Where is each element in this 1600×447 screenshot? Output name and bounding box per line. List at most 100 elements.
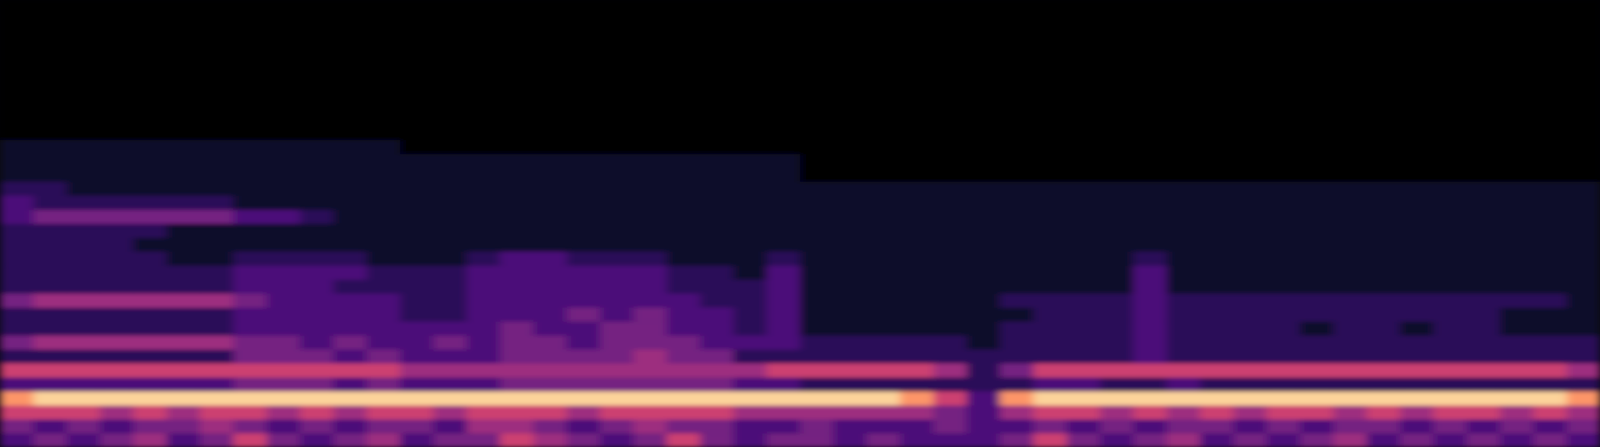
cell [100, 251, 135, 266]
cell [1266, 223, 1301, 238]
cell [0, 335, 34, 350]
cell [0, 349, 34, 364]
cell [1367, 167, 1401, 182]
cell [1167, 293, 1201, 308]
cell [800, 363, 834, 378]
cell [733, 391, 768, 406]
cell [967, 237, 1001, 252]
cell [367, 167, 401, 182]
cell [666, 181, 701, 196]
cell [300, 140, 335, 155]
cell [1300, 293, 1335, 308]
cell [1266, 419, 1301, 434]
cell [1433, 140, 1468, 155]
cell [1533, 363, 1568, 378]
cell [200, 97, 234, 112]
cell [100, 377, 135, 392]
cell [900, 335, 935, 350]
cell [266, 167, 301, 182]
cell [633, 167, 668, 182]
cell [1433, 419, 1468, 434]
cell [1167, 251, 1201, 266]
cell [1233, 111, 1268, 126]
cell [1466, 84, 1501, 99]
cell [266, 293, 301, 308]
cell [1300, 153, 1335, 168]
cell [833, 279, 868, 294]
cell [266, 111, 301, 126]
cell [0, 70, 34, 85]
cell [500, 153, 535, 168]
cell [100, 0, 135, 15]
cell [666, 153, 701, 168]
cell [1466, 14, 1501, 29]
cell [133, 140, 168, 155]
cell [33, 41, 68, 56]
cell [1466, 181, 1501, 196]
cell [1300, 363, 1335, 378]
cell [733, 28, 768, 43]
cell [1466, 223, 1501, 238]
cell [500, 251, 535, 266]
cell [733, 377, 768, 392]
cell [533, 307, 568, 322]
cell [367, 265, 401, 280]
cell [567, 321, 601, 336]
cell [767, 265, 801, 280]
cell [1000, 28, 1034, 43]
cell [700, 97, 735, 112]
cell [1167, 167, 1201, 182]
cell [700, 432, 735, 447]
cell [66, 14, 101, 29]
cell [1400, 237, 1434, 252]
cell [500, 70, 535, 85]
cell [66, 419, 101, 434]
cell [700, 70, 735, 85]
cell [33, 405, 68, 420]
cell [266, 223, 301, 238]
cell [1500, 432, 1535, 447]
cell [967, 307, 1001, 322]
cell [333, 195, 368, 211]
cell [1133, 307, 1168, 322]
cell [0, 223, 34, 238]
cell [66, 279, 101, 294]
cell [1033, 167, 1068, 182]
cell [0, 405, 34, 420]
cell [1000, 432, 1034, 447]
cell [633, 405, 668, 420]
cell [200, 223, 234, 238]
cell [900, 167, 935, 182]
cell [533, 293, 568, 308]
cell [100, 265, 135, 280]
cell [233, 14, 268, 29]
cell [1000, 251, 1034, 266]
cell [300, 55, 335, 71]
cell [967, 335, 1001, 350]
cell [266, 140, 301, 155]
cell [900, 41, 935, 56]
cell [400, 195, 434, 211]
cell [1300, 391, 1335, 406]
cell [400, 55, 434, 71]
cell [1200, 153, 1234, 168]
cell [1367, 140, 1401, 155]
cell [100, 84, 135, 99]
cell [1300, 251, 1335, 266]
cell [1233, 223, 1268, 238]
cell [567, 349, 601, 364]
cell [700, 335, 735, 350]
cell [1466, 167, 1501, 182]
cell [300, 293, 335, 308]
cell [1400, 111, 1434, 126]
cell [933, 195, 968, 211]
cell [533, 55, 568, 71]
cell [1567, 55, 1600, 71]
cell [567, 125, 601, 141]
cell [1300, 209, 1335, 224]
cell [367, 237, 401, 252]
cell [1033, 293, 1068, 308]
cell [500, 111, 535, 126]
cell [0, 363, 34, 378]
cell [1300, 195, 1335, 211]
